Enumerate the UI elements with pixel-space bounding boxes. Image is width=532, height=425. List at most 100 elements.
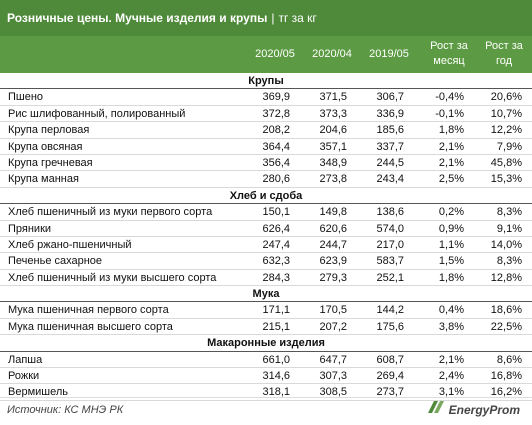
value-cell: 8,3% [496, 206, 522, 219]
value-cell: 623,9 [319, 255, 347, 268]
value-cell: 217,0 [376, 238, 404, 251]
product-name-cell: Хлеб ржано-пшеничный [8, 238, 132, 251]
value-cell: 3,1% [438, 386, 464, 399]
value-cell: 279,3 [319, 271, 347, 284]
column-header-2019-05: 2019/05 [369, 48, 409, 60]
value-cell: 15,3% [490, 173, 522, 186]
value-cell: 626,4 [262, 222, 290, 235]
value-cell: 12,8% [490, 271, 522, 284]
value-cell: 306,7 [376, 91, 404, 104]
table-row: Крупа перловая 208,2 204,6 185,6 1,8% 12,2% [0, 122, 532, 139]
source-note: Источник: КС МНЭ РК [7, 404, 124, 416]
value-cell: 16,2% [490, 386, 522, 399]
value-cell: 0,2% [438, 206, 464, 219]
value-cell: 369,9 [262, 91, 290, 104]
value-cell: 16,8% [490, 370, 522, 383]
product-name-cell: Мука пшеничная первого сорта [8, 304, 169, 317]
value-cell: 1,5% [438, 255, 464, 268]
group-name: Крупы [248, 75, 284, 87]
table-unit: тг за кг [278, 11, 317, 25]
value-cell: 20,6% [490, 91, 522, 104]
value-cell: 1,1% [438, 238, 464, 251]
table-row: Мука пшеничная высшего сорта 215,1 207,2 17… [0, 319, 532, 336]
value-cell: 373,3 [319, 107, 347, 120]
value-cell: 336,9 [376, 107, 404, 120]
value-cell: 356,4 [262, 156, 290, 169]
value-cell: 273,8 [319, 173, 347, 186]
table-row: Хлеб ржано-пшеничный 247,4 244,7 217,0 1,1% 1… [0, 237, 532, 254]
table-row: Крупа манная 280,6 273,8 243,4 2,5% 15,3% [0, 171, 532, 188]
value-cell: 45,8% [490, 156, 522, 169]
group-name: Макаронные изделия [207, 337, 325, 350]
table-row: Крупа овсяная 364,4 357,1 337,7 2,1% 7,9% [0, 139, 532, 155]
group-name: Хлеб и сдоба [229, 189, 303, 202]
value-cell: 2,1% [438, 156, 464, 169]
value-cell: 2,4% [438, 370, 464, 383]
product-name-cell: Рис шлифованный, полированный [8, 107, 186, 120]
table-row: Рис шлифованный, полированный 372,8 373,3 3… [0, 106, 532, 123]
value-cell: 8,6% [496, 353, 522, 366]
product-name-cell: Пшено [8, 91, 44, 104]
value-cell: 314,6 [262, 370, 290, 383]
value-cell: -0,4% [435, 91, 464, 104]
energyprom-logo: EnergyProm [426, 399, 520, 420]
value-cell: 243,4 [376, 173, 404, 186]
value-cell: 175,6 [376, 320, 404, 333]
value-cell: 337,7 [376, 140, 404, 153]
product-name-cell: Рожки [8, 370, 40, 383]
value-cell: 252,1 [376, 271, 404, 284]
table-title: Розничные цены. Мучные изделия и крупы [7, 11, 268, 25]
value-cell: 0,4% [438, 304, 464, 317]
product-name-cell: Лапша [8, 353, 43, 366]
product-name-cell: Мука пшеничная высшего сорта [8, 320, 173, 333]
group-header-row: Хлеб и сдоба [0, 188, 532, 205]
value-cell: 307,3 [319, 370, 347, 383]
title-bar: Розничные цены. Мучные изделия и крупы |… [0, 0, 532, 36]
value-cell: 10,7% [490, 107, 522, 120]
group-header-row: Крупы [0, 73, 532, 90]
value-cell: 364,4 [262, 140, 290, 153]
column-header-month-growth: Рост за месяц [430, 40, 468, 67]
title-separator: | [271, 11, 275, 25]
value-cell: 204,6 [319, 124, 347, 137]
group-name: Мука [252, 288, 280, 301]
value-cell: 12,2% [490, 124, 522, 137]
product-name-cell: Крупа манная [8, 173, 79, 186]
product-name-cell: Хлеб пшеничный из муки первого сорта [8, 206, 213, 219]
column-header-2020-04: 2020/04 [312, 48, 352, 60]
table-row: Крупа гречневая 356,4 348,9 244,5 2,1% 45,8% [0, 155, 532, 172]
value-cell: 244,5 [376, 156, 404, 169]
value-cell: -0,1% [435, 107, 464, 120]
value-cell: 348,9 [319, 156, 347, 169]
product-name-cell: Хлеб пшеничный из муки высшего сорта [8, 271, 217, 284]
value-cell: 170,5 [319, 304, 347, 317]
value-cell: 583,7 [376, 255, 404, 268]
price-table-body: Крупы Пшено 369,9 371,5 306,7 -0,4% 20,6% Рис ш… [0, 73, 532, 401]
table-row: Хлеб пшеничный из муки первого сорта 150,… [0, 204, 532, 221]
table-row: Пшено 369,9 371,5 306,7 -0,4% 20,6% [0, 89, 532, 106]
value-cell: 574,0 [376, 222, 404, 235]
value-cell: 9,1% [496, 222, 522, 235]
product-name-cell: Печенье сахарное [8, 255, 103, 268]
table-row: Вермишель 318,1 308,5 273,7 3,1% 16,2% [0, 384, 532, 401]
table-row: Рожки 314,6 307,3 269,4 2,4% 16,8% [0, 368, 532, 385]
table-row: Печенье сахарное 632,3 623,9 583,7 1,5% 8,3% [0, 253, 532, 270]
value-cell: 247,4 [262, 238, 290, 251]
value-cell: 632,3 [262, 255, 290, 268]
value-cell: 284,3 [262, 271, 290, 284]
value-cell: 22,5% [490, 320, 522, 333]
value-cell: 372,8 [262, 107, 290, 120]
value-cell: 318,1 [262, 386, 290, 399]
value-cell: 608,7 [376, 353, 404, 366]
value-cell: 1,8% [438, 271, 464, 284]
value-cell: 171,1 [262, 304, 290, 317]
table-row: Хлеб пшеничный из муки высшего сорта 284,… [0, 270, 532, 287]
value-cell: 207,2 [319, 320, 347, 333]
value-cell: 8,3% [496, 255, 522, 268]
value-cell: 138,6 [376, 206, 404, 219]
product-name-cell: Крупа перловая [8, 124, 90, 137]
value-cell: 273,7 [376, 386, 404, 399]
value-cell: 620,6 [319, 222, 347, 235]
value-cell: 0,9% [438, 222, 464, 235]
